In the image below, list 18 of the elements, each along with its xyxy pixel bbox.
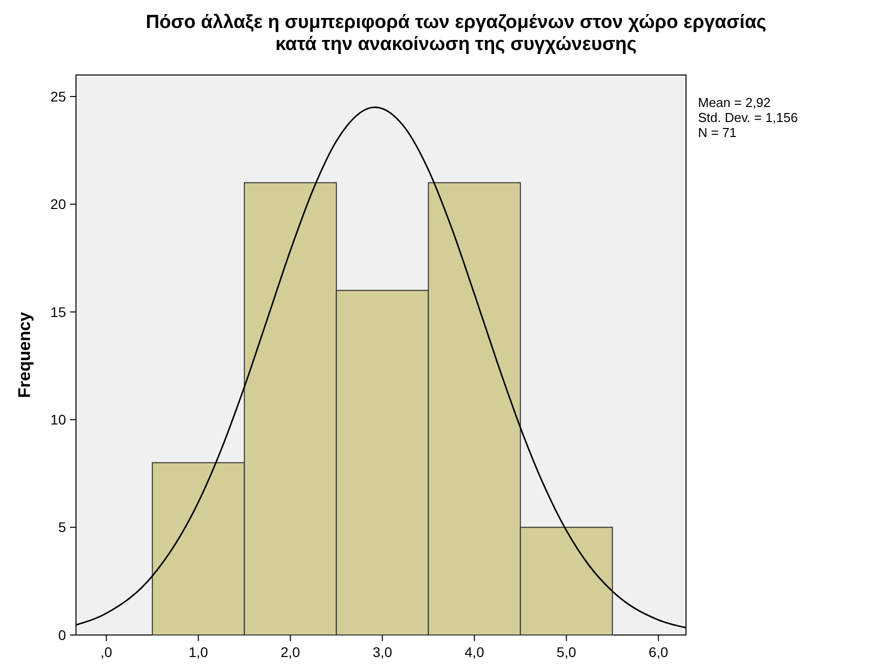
y-tick-label: 0 (58, 626, 66, 643)
text: N = 71 (698, 125, 737, 140)
x-tick-label: 6,0 (648, 644, 668, 660)
chart-title: Πόσο άλλαξε η συμπεριφορά των εργαζομένων στον χώρο εργασίας κατά την ανακοίνωση της συγχώνευσης (146, 12, 766, 55)
text: Std. Dev. = 1,156 (698, 110, 798, 125)
x-tick-label: 4,0 (464, 644, 484, 660)
x-tick-label: 1,0 (188, 644, 208, 660)
x-tick-label: ,0 (100, 644, 112, 660)
x-tick-label: 2,0 (280, 644, 300, 660)
x-tick-label: 3,0 (372, 644, 392, 660)
y-tick-label: 5 (58, 519, 66, 536)
x-tick-label: 5,0 (556, 644, 576, 660)
text: Mean = 2,92 (698, 95, 771, 110)
y-tick-label: 15 (50, 304, 66, 320)
y-axis-title: Frequency (15, 311, 34, 398)
y-tick-label: 25 (50, 88, 66, 104)
y-tick-label: 20 (50, 196, 66, 212)
y-tick-label: 10 (50, 412, 66, 428)
